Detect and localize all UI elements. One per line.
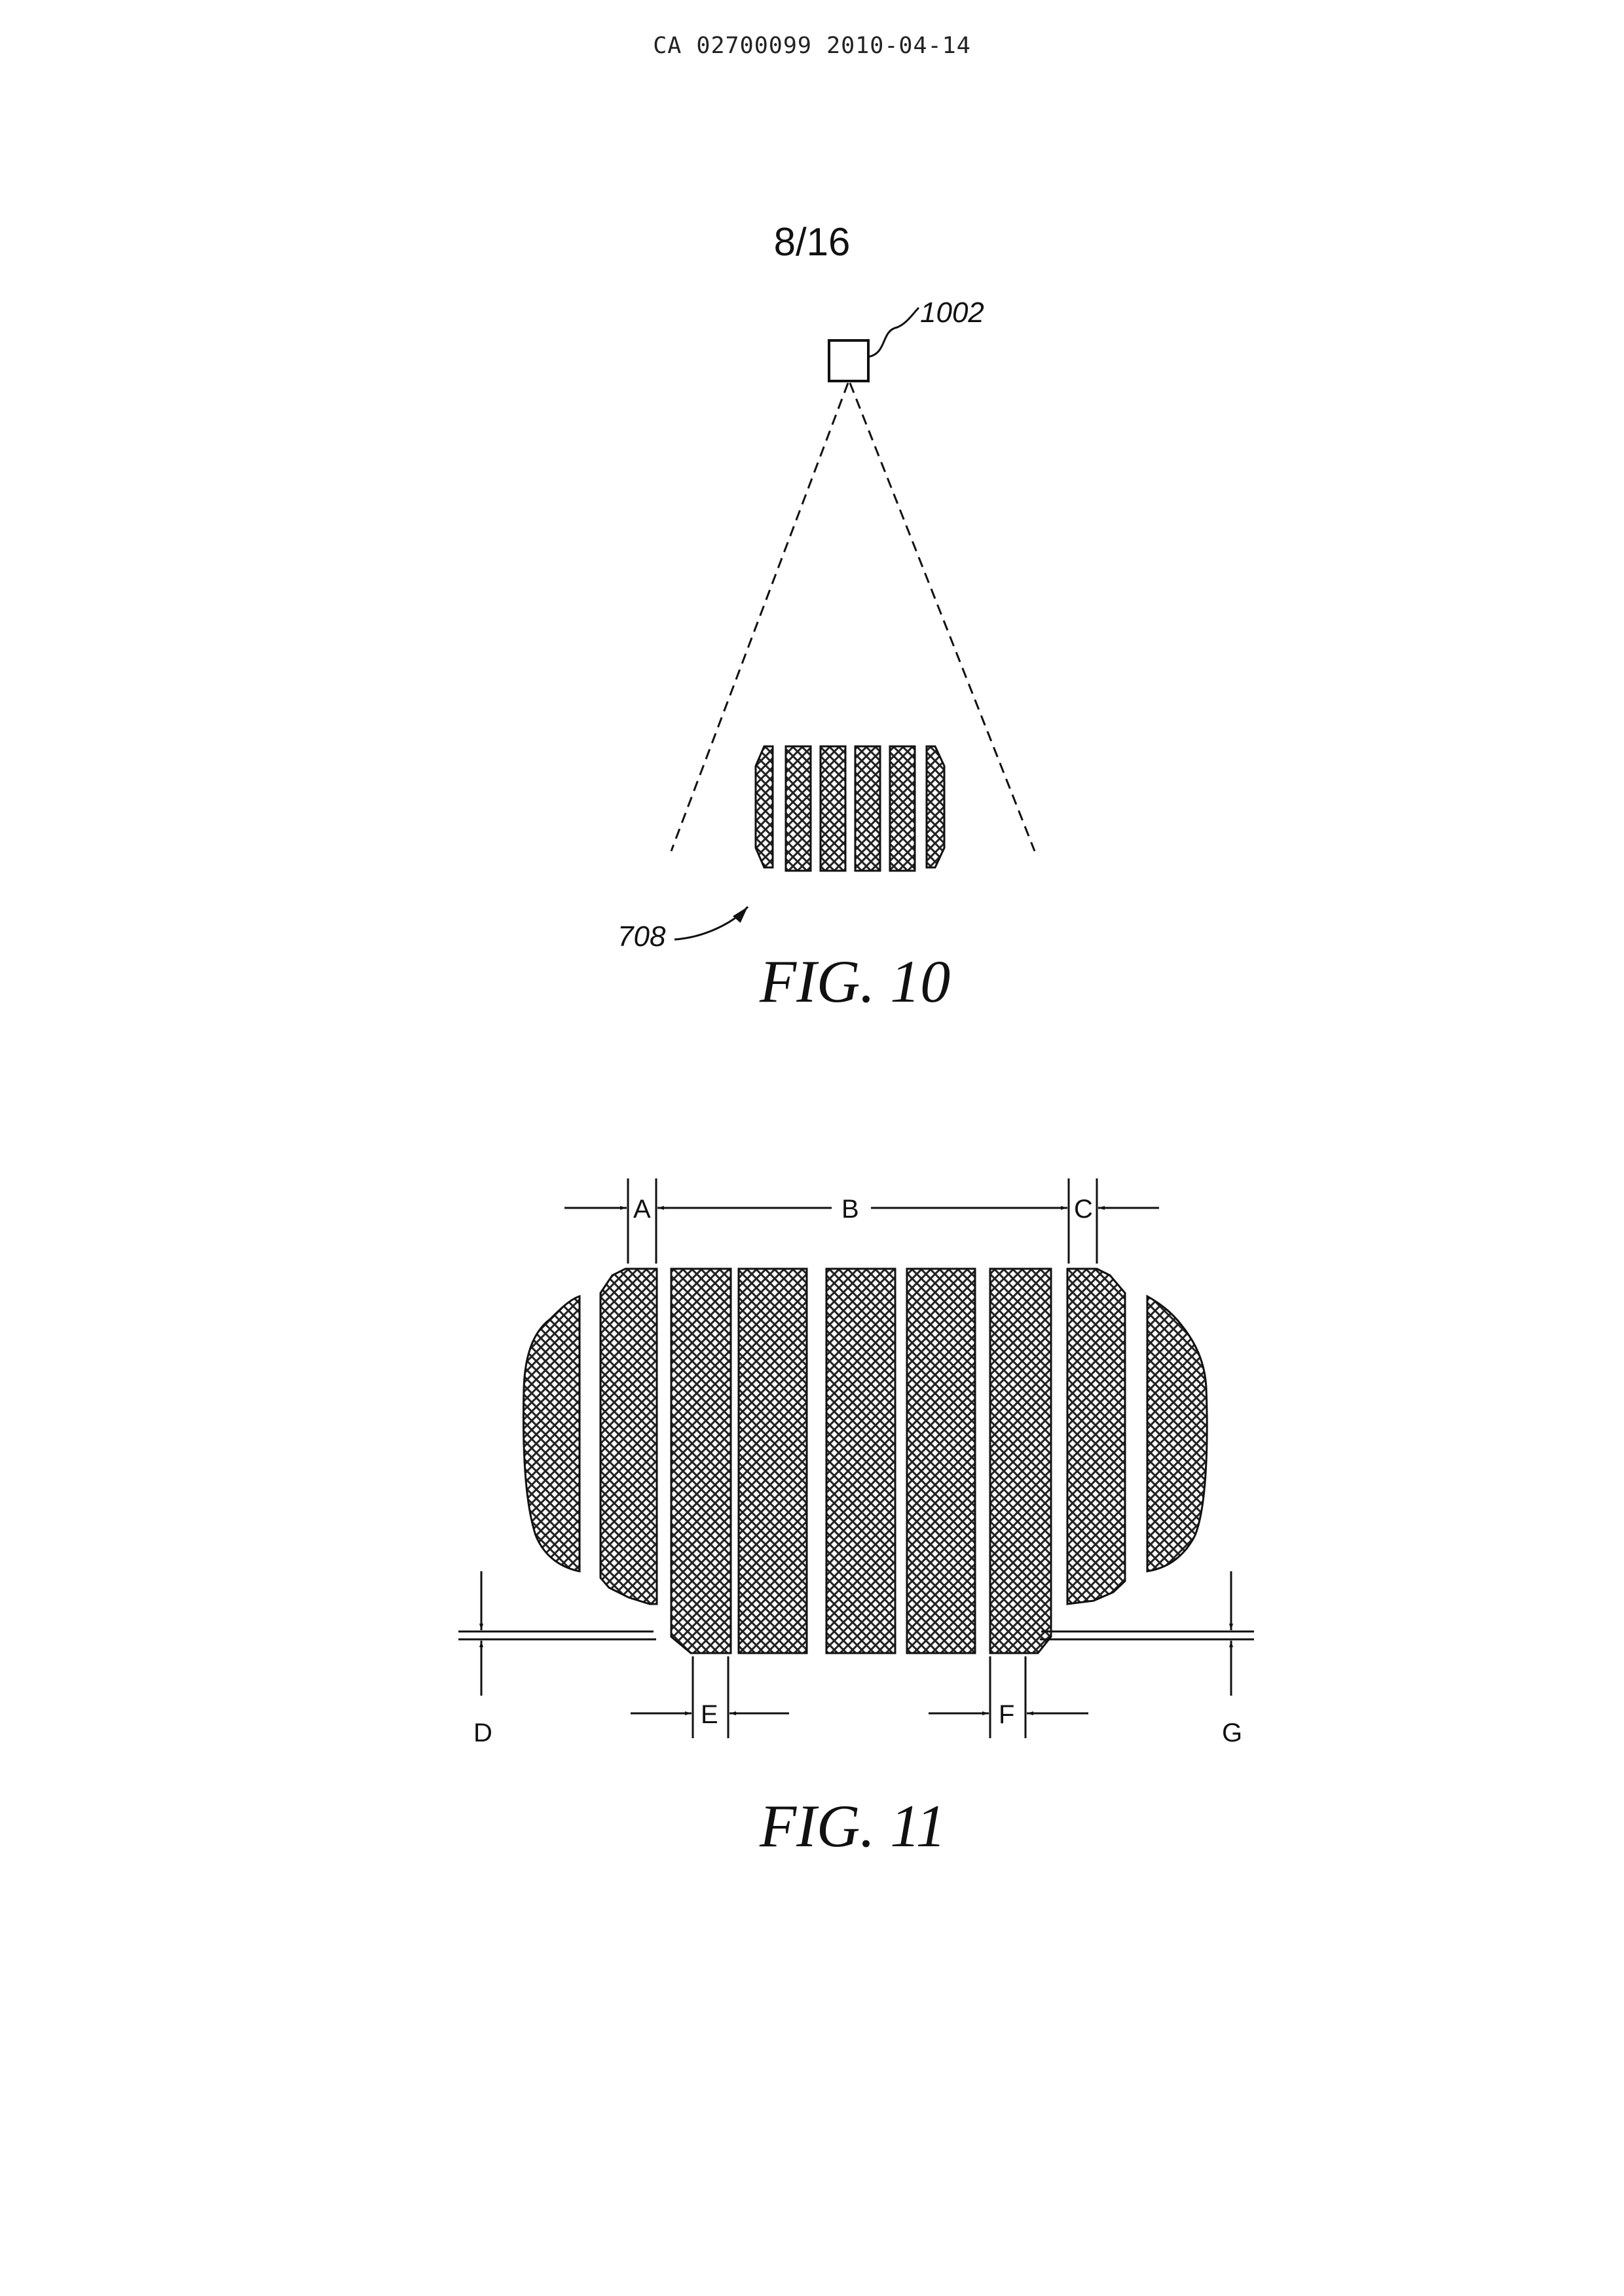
outer-left-edge-shape: [523, 1296, 580, 1571]
dimension-label-d: D: [473, 1719, 492, 1747]
camera-box: [829, 340, 868, 381]
dimension-label-b: B: [841, 1195, 859, 1224]
face-ref-label: 708: [618, 920, 666, 953]
right-side-bar: [1067, 1269, 1125, 1604]
center-bar-5: [990, 1269, 1051, 1653]
face-ref-arrow: [674, 907, 748, 939]
dimension-label-a: A: [633, 1195, 651, 1224]
center-bar-3: [826, 1269, 895, 1653]
figure-10-caption: FIG. 10: [759, 948, 950, 1015]
outer-right-edge-shape: [1147, 1296, 1207, 1571]
figure-11-caption: FIG. 11: [759, 1793, 946, 1859]
dimension-label-f: F: [999, 1700, 1014, 1729]
center-bar-1: [671, 1269, 731, 1653]
center-bar-4: [907, 1269, 975, 1653]
figure-11: A B C E F: [458, 1178, 1254, 1859]
bottom-dimensions: [631, 1656, 1088, 1738]
top-dimensions: [564, 1178, 1159, 1264]
pattern-bars-small: [756, 746, 944, 871]
camera-ref-label: 1002: [920, 297, 984, 329]
dimension-label-e: E: [701, 1700, 718, 1729]
center-bar-2: [739, 1269, 807, 1653]
camera-leader-line: [868, 308, 919, 357]
left-side-bar: [600, 1269, 657, 1604]
dimension-label-c: C: [1074, 1195, 1093, 1224]
figure-10: 1002 708 FIG. 10: [618, 297, 1035, 1015]
dimension-label-g: G: [1222, 1719, 1242, 1747]
